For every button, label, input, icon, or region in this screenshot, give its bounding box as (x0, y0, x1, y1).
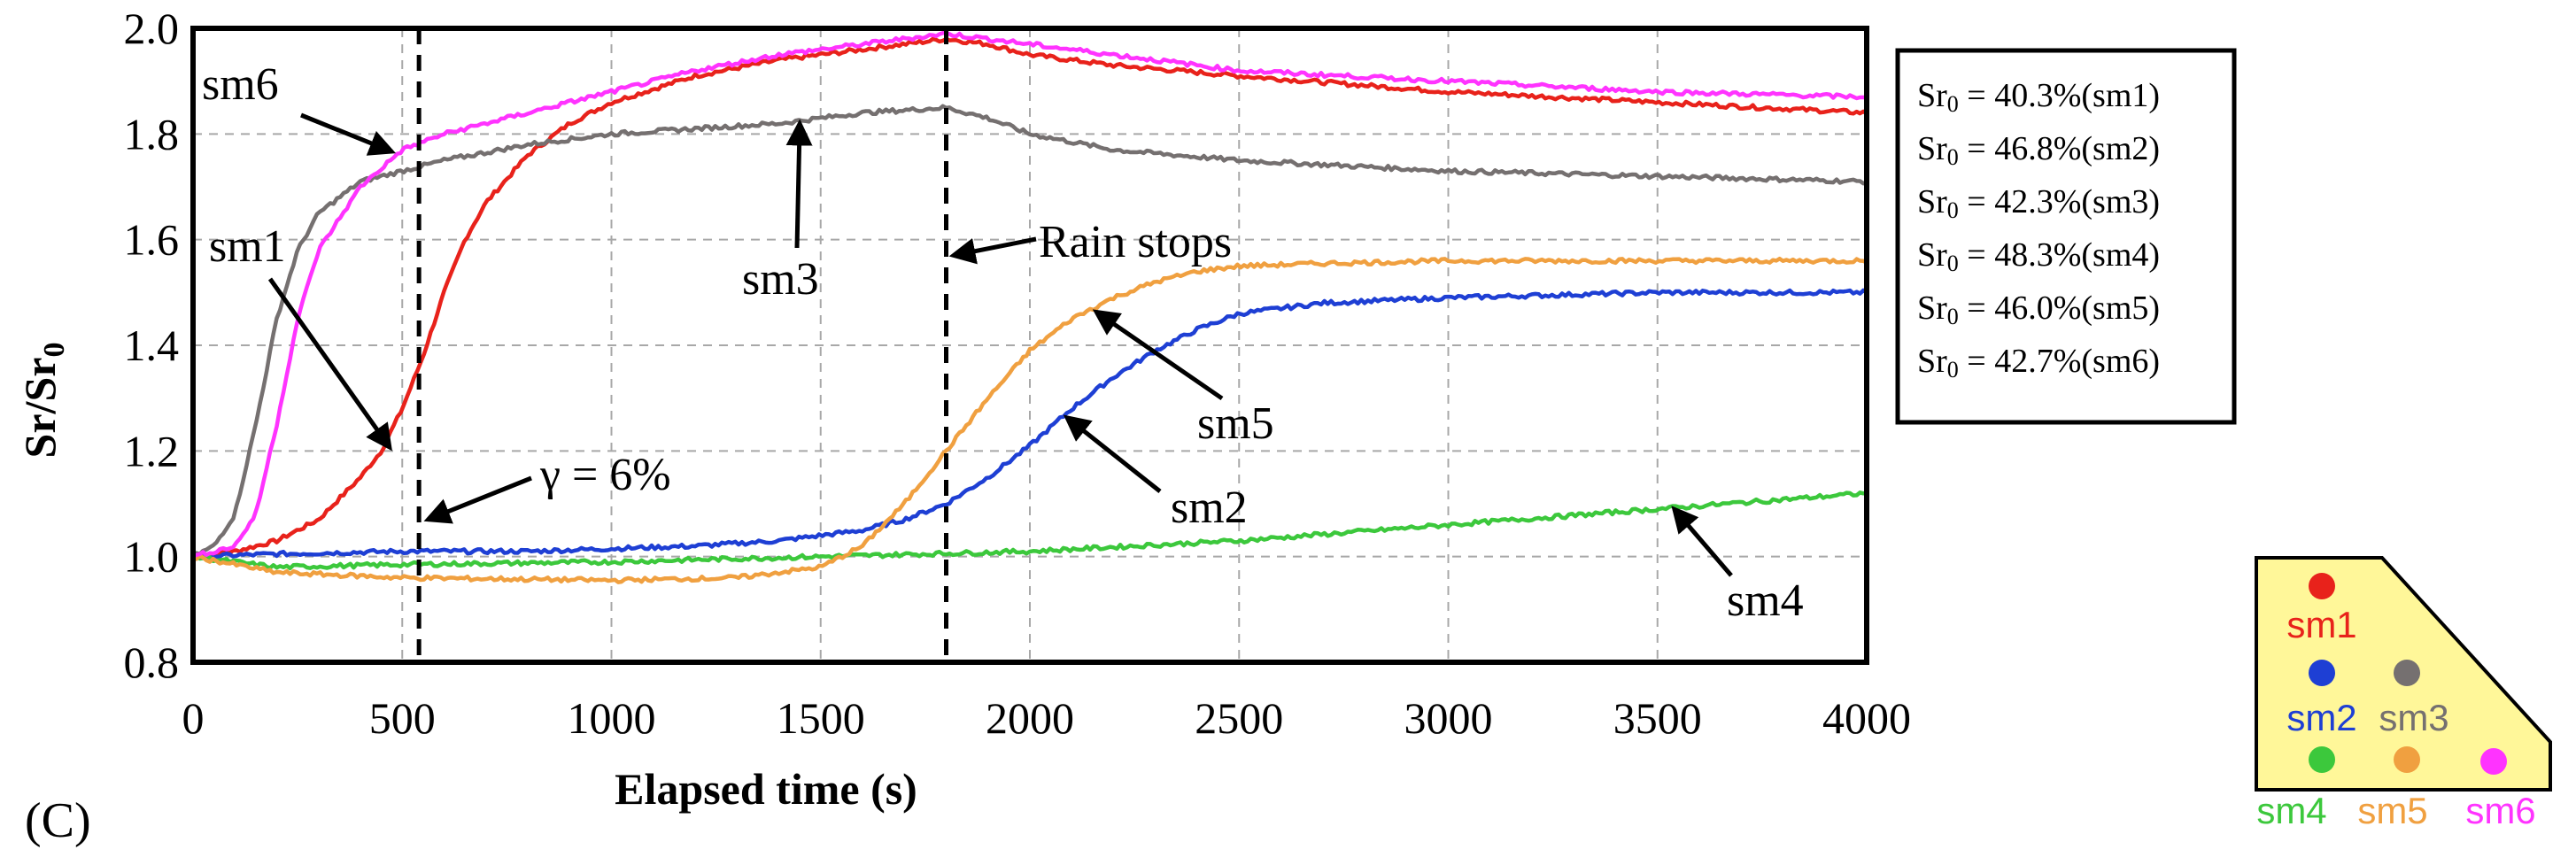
legend-entry: Sr0 = 46.0%(sm5) (1917, 290, 2160, 329)
annotation-sm2: sm2 (1171, 483, 1248, 533)
x-axis-title: Elapsed time (s) (615, 764, 917, 814)
plot-frame (190, 26, 1869, 665)
sensor-label-sm2: sm2 (2286, 697, 2356, 738)
annotation-gamma: γ = 6% (539, 450, 671, 500)
legend-value: = 42.3%(sm3) (1959, 183, 2160, 220)
arrow-rain-stops (948, 236, 1037, 265)
sensor-dot-sm6 (2480, 748, 2507, 775)
legend-subscript: 0 (1947, 91, 1959, 117)
x-tick-label: 4000 (1822, 693, 1911, 743)
sensor-label-sm6: sm6 (2465, 790, 2535, 831)
legend-value: = 42.7%(sm6) (1959, 343, 2160, 380)
legend-prefix: Sr (1917, 77, 1947, 114)
sensor-dot-sm5 (2394, 746, 2420, 773)
arrow-sm2 (1063, 414, 1162, 493)
sensor-label-sm3: sm3 (2379, 697, 2448, 738)
series-line-sm3 (191, 104, 1868, 559)
arrow-sm3 (785, 119, 813, 249)
x-tick-label: 2000 (986, 693, 1074, 743)
legend: Sr0 = 40.3%(sm1)Sr0 = 46.8%(sm2)Sr0 = 42… (1917, 77, 2160, 382)
legend-subscript: 0 (1947, 357, 1959, 382)
tick-labels: 0 500 1000 1500 2000 2500 3000 3500 4000 0.8 1.0 1.… (124, 4, 1912, 743)
arrow-sm6 (300, 112, 397, 156)
sensor-dot-sm3 (2394, 660, 2420, 686)
arrow-sm1 (267, 277, 392, 452)
y-tick-label: 1.8 (124, 109, 180, 158)
legend-value: = 48.3%(sm4) (1959, 236, 2160, 274)
legend-entry: Sr0 = 46.8%(sm2) (1917, 130, 2160, 170)
x-tick-label: 1000 (568, 693, 656, 743)
sensor-dot-sm4 (2309, 746, 2335, 773)
y-tick-label: 0.8 (124, 637, 180, 687)
series-line-sm5 (191, 256, 1868, 584)
legend-entry: Sr0 = 48.3%(sm4) (1917, 236, 2160, 276)
x-tick-label: 0 (182, 693, 205, 743)
sensor-label-sm5: sm5 (2357, 790, 2427, 831)
legend-value: = 46.0%(sm5) (1959, 290, 2160, 327)
legend-prefix: Sr (1917, 130, 1947, 167)
y-axis-title-subscript: 0 (38, 343, 71, 358)
y-tick-label: 1.6 (124, 215, 180, 265)
legend-box (1895, 48, 2237, 425)
sensor-dot-sm1 (2309, 573, 2335, 599)
y-axis-title: Sr/Sr0 (15, 343, 71, 459)
legend-entry: Sr0 = 42.3%(sm3) (1917, 183, 2160, 223)
y-tick-label: 2.0 (124, 4, 180, 53)
arrow-sm4 (1671, 506, 1733, 577)
legend-subscript: 0 (1947, 197, 1959, 223)
x-tick-label: 1500 (777, 693, 865, 743)
series-lines (191, 30, 1868, 584)
annotations: sm6 sm1 sm3 γ = 6% Rain stops sm5 sm2 sm4 (202, 59, 1804, 626)
x-tick-label: 3000 (1404, 693, 1493, 743)
y-tick-label: 1.0 (124, 532, 180, 582)
legend-prefix: Sr (1917, 290, 1947, 327)
y-tick-label: 1.4 (124, 321, 180, 370)
series-line-sm6 (191, 30, 1868, 559)
x-tick-label: 2500 (1195, 693, 1283, 743)
sensor-label-sm1: sm1 (2286, 604, 2356, 645)
legend-subscript: 0 (1947, 251, 1959, 276)
arrow-sm5 (1092, 309, 1224, 401)
grid (193, 28, 1867, 662)
x-tick-label: 3500 (1613, 693, 1702, 743)
annotation-sm6: sm6 (202, 59, 279, 110)
sensor-label-sm4: sm4 (2256, 790, 2326, 831)
legend-prefix: Sr (1917, 343, 1947, 380)
annotation-sm1: sm1 (209, 221, 286, 272)
panel-label: (C) (25, 793, 91, 848)
annotation-sm5: sm5 (1197, 398, 1274, 449)
legend-subscript: 0 (1947, 304, 1959, 329)
series-line-sm4 (191, 490, 1868, 571)
legend-prefix: Sr (1917, 183, 1947, 220)
legend-value: = 40.3%(sm1) (1959, 77, 2160, 114)
series-line-sm2 (192, 288, 1868, 560)
sensor-dot-sm2 (2309, 660, 2335, 686)
legend-prefix: Sr (1917, 236, 1947, 274)
legend-entry: Sr0 = 40.3%(sm1) (1917, 77, 2160, 117)
legend-entry: Sr0 = 42.7%(sm6) (1917, 343, 2160, 382)
annotation-sm4: sm4 (1727, 575, 1804, 626)
series-line-sm1 (192, 36, 1868, 560)
arrow-gamma (423, 475, 532, 524)
y-tick-label: 1.2 (124, 426, 180, 475)
legend-value: = 46.8%(sm2) (1959, 130, 2160, 167)
annotation-rain-stops: Rain stops (1039, 217, 1232, 267)
annotation-sm3: sm3 (742, 254, 819, 305)
legend-subscript: 0 (1947, 144, 1959, 170)
sensor-layout-inset: sm1 sm2 sm3 sm4 sm5 sm6 (2255, 556, 2552, 831)
x-tick-label: 500 (369, 693, 436, 743)
